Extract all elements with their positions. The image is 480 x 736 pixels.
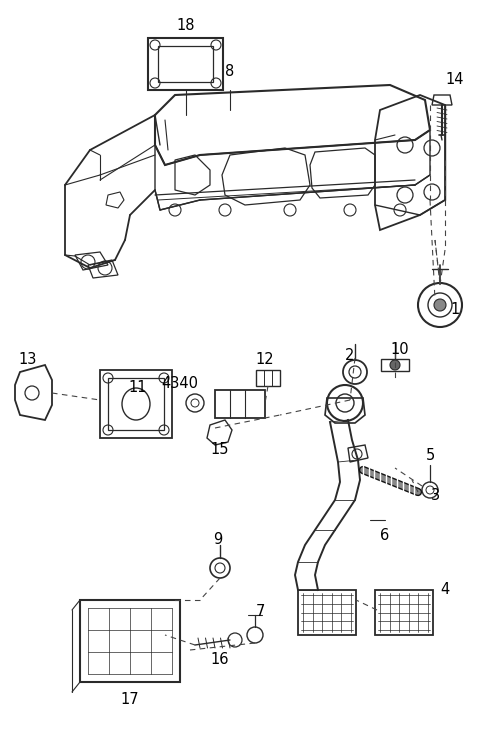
Text: 12: 12 bbox=[256, 353, 274, 367]
Text: 17: 17 bbox=[120, 693, 139, 707]
Text: 6: 6 bbox=[380, 528, 390, 542]
Text: 16: 16 bbox=[211, 653, 229, 668]
Text: 2: 2 bbox=[345, 347, 355, 363]
Text: 1: 1 bbox=[450, 302, 460, 317]
Text: 4340: 4340 bbox=[161, 375, 199, 391]
Text: 5: 5 bbox=[425, 447, 434, 462]
Circle shape bbox=[390, 360, 400, 370]
Text: 8: 8 bbox=[226, 65, 235, 79]
Text: 18: 18 bbox=[177, 18, 195, 32]
Circle shape bbox=[434, 299, 446, 311]
Text: 9: 9 bbox=[214, 533, 223, 548]
Text: 14: 14 bbox=[446, 73, 464, 88]
Text: 10: 10 bbox=[391, 342, 409, 358]
Text: 11: 11 bbox=[129, 381, 147, 395]
Text: 4: 4 bbox=[440, 582, 450, 598]
Text: 3: 3 bbox=[431, 487, 440, 503]
Text: 7: 7 bbox=[255, 604, 264, 620]
Text: 13: 13 bbox=[19, 353, 37, 367]
Text: 15: 15 bbox=[211, 442, 229, 458]
